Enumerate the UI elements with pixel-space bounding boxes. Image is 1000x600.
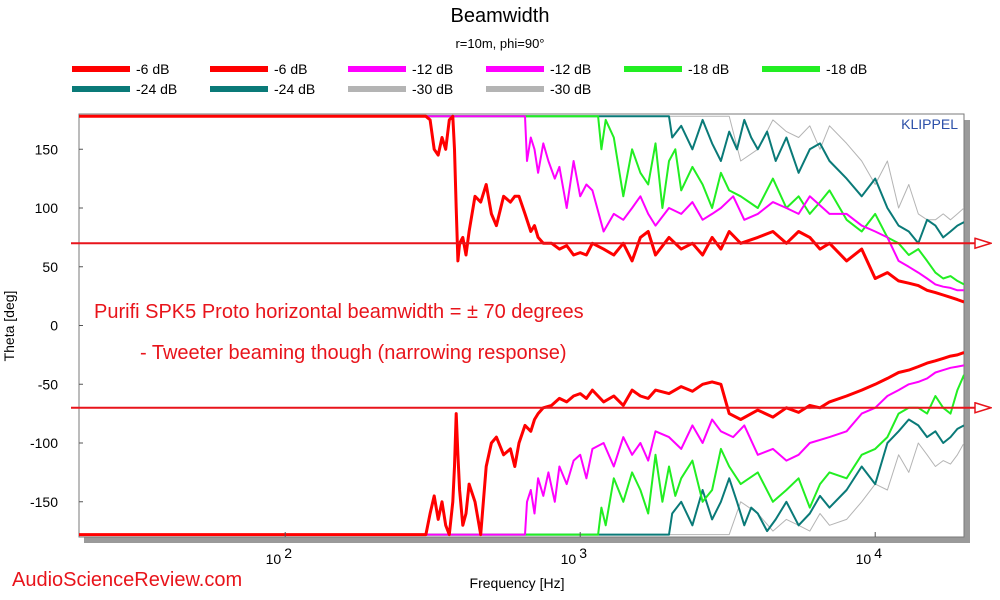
- y-tick-label: -150: [30, 494, 58, 510]
- legend-label: -24 dB: [136, 81, 177, 97]
- reference-lines: [71, 243, 990, 408]
- legend-item: -18 dB: [762, 61, 867, 77]
- series-line-5: [79, 115, 964, 286]
- y-tick-label: 0: [50, 318, 58, 334]
- legend-label: -24 dB: [274, 81, 315, 97]
- legend-label: -30 dB: [412, 81, 453, 97]
- legend-label: -18 dB: [688, 61, 729, 77]
- x-axis-ticks: 10 2 10 3 10 4: [266, 532, 883, 567]
- legend-item: -12 dB: [486, 61, 591, 77]
- x-tick-label: 10 3: [561, 545, 588, 567]
- x-tick-label: 10 4: [856, 545, 883, 567]
- x-tick-base: 10: [266, 551, 282, 567]
- series-line-9: [79, 114, 964, 304]
- annotation-tweeter: - Tweeter beaming though (narrowing resp…: [140, 342, 567, 364]
- x-tick-label: 10 2: [266, 545, 293, 567]
- y-tick-label: -100: [30, 435, 58, 451]
- series-line-10: [79, 351, 964, 537]
- legend-label: -30 dB: [550, 81, 591, 97]
- y-axis-label: Theta [deg]: [1, 291, 17, 362]
- x-tick-base: 10: [561, 551, 577, 567]
- annotation-beamwidth: Purifi SPK5 Proto horizontal beamwidth =…: [94, 301, 584, 323]
- x-tick-base: 10: [856, 551, 872, 567]
- legend-label: -6 dB: [136, 61, 169, 77]
- legend-label: -6 dB: [274, 61, 307, 77]
- legend-item: -12 dB: [348, 61, 453, 77]
- chart-subtitle: r=10m, phi=90°: [455, 36, 544, 51]
- legend-item: -6 dB: [72, 61, 169, 77]
- series-line-3: [79, 115, 964, 245]
- series-line-1: [79, 115, 964, 221]
- series-line-7: [79, 115, 964, 292]
- series-line-8: [79, 364, 964, 536]
- legend-label: -18 dB: [826, 61, 867, 77]
- legend-item: -18 dB: [624, 61, 729, 77]
- y-axis-ticks: 150 100 50 0 -50 -100 -150: [30, 141, 83, 510]
- y-tick-label: 100: [35, 200, 59, 216]
- y-tick-label: 50: [42, 259, 58, 275]
- y-tick-label: -50: [38, 376, 58, 392]
- klippel-watermark: KLIPPEL: [901, 116, 958, 132]
- y-tick-label: 150: [35, 141, 59, 157]
- legend-item: -6 dB: [210, 61, 307, 77]
- legend: -6 dB -6 dB -12 dB -12 dB -18 dB -18 dB -24 dB…: [72, 61, 867, 97]
- legend-item: -24 dB: [210, 81, 315, 97]
- legend-item: -30 dB: [348, 81, 453, 97]
- chart-title: Beamwidth: [451, 5, 550, 27]
- legend-label: -12 dB: [412, 61, 453, 77]
- x-axis-label: Frequency [Hz]: [470, 575, 565, 591]
- site-watermark: AudioScienceReview.com: [12, 569, 242, 591]
- plot-area: [78, 113, 965, 538]
- series-line-4: [79, 418, 964, 536]
- legend-label: -12 dB: [550, 61, 591, 77]
- legend-item: -24 dB: [72, 81, 177, 97]
- x-tick-exponent: 3: [579, 545, 587, 561]
- legend-item: -30 dB: [486, 81, 591, 97]
- x-tick-exponent: 2: [284, 545, 292, 561]
- x-tick-exponent: 4: [874, 545, 882, 561]
